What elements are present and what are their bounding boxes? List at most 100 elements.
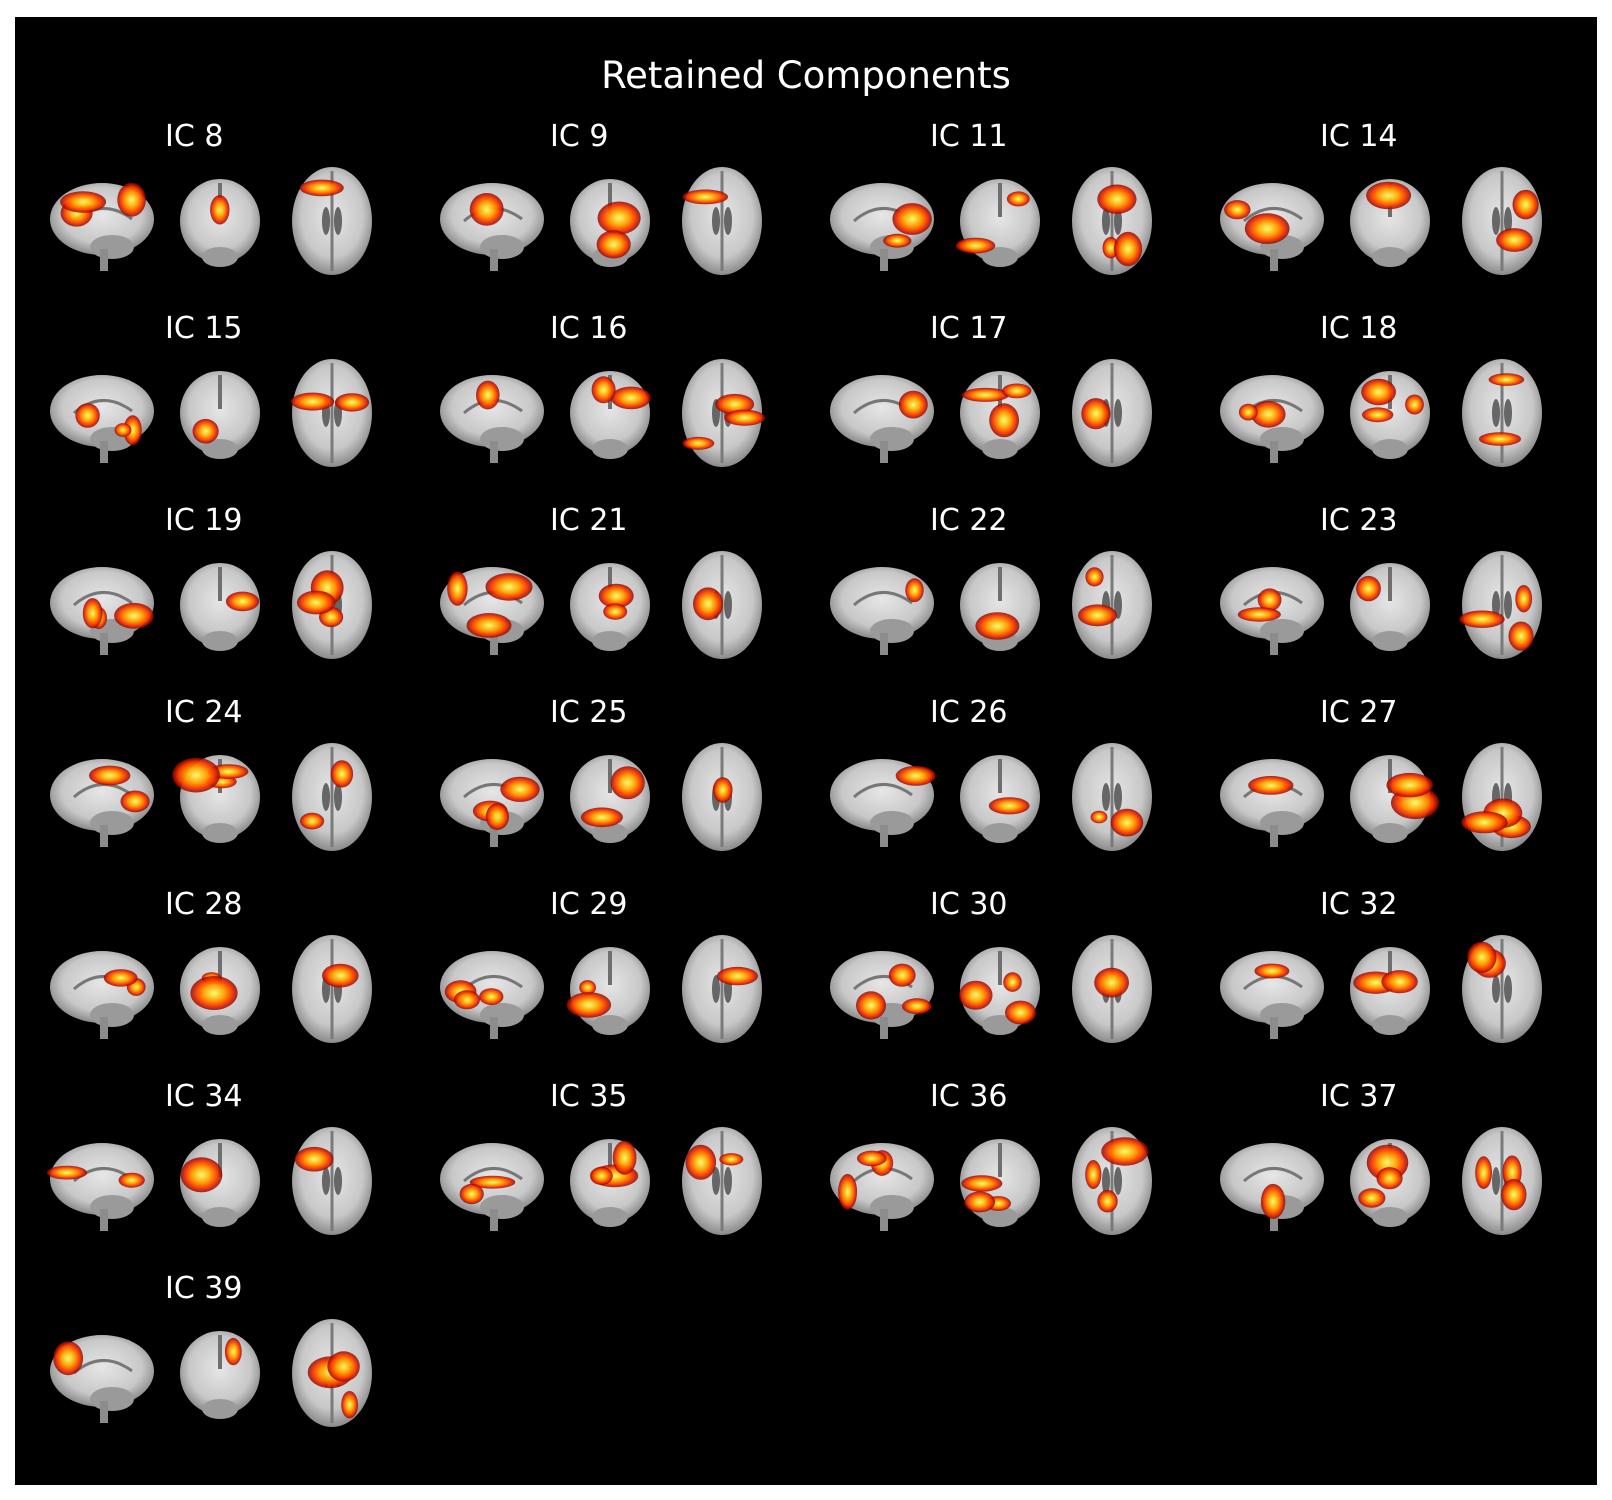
axial-slice	[290, 359, 372, 467]
coronal-slice	[570, 179, 650, 267]
activation-blob	[117, 182, 146, 217]
activation-blob	[1097, 184, 1137, 214]
activation-blob	[300, 812, 325, 830]
activation-blob	[123, 415, 142, 446]
activation-blob	[180, 1157, 223, 1193]
activation-blob	[334, 393, 370, 412]
brain-slices	[46, 1127, 372, 1235]
activation-blob	[902, 998, 932, 1015]
activation-blob	[1501, 1178, 1527, 1211]
activation-blob	[459, 1183, 484, 1205]
brain-slices	[830, 551, 1152, 659]
coronal-slice	[180, 947, 260, 1035]
activation-blob	[682, 436, 715, 450]
activation-blob	[685, 1144, 717, 1180]
activation-blob	[190, 976, 238, 1010]
coronal-slice	[960, 563, 1040, 651]
component-panel: IC 23	[1210, 501, 1600, 691]
coronal-slice	[1350, 371, 1430, 459]
activation-blob	[961, 1175, 1003, 1192]
component-panel: IC 36	[820, 1077, 1210, 1267]
activation-blob	[596, 230, 631, 259]
activation-blob	[1251, 400, 1286, 428]
coronal-slice	[955, 179, 1040, 267]
component-panel: IC 28	[40, 885, 430, 1075]
component-label: IC 25	[550, 695, 628, 730]
component-label: IC 29	[550, 887, 628, 922]
activation-blob	[330, 760, 354, 788]
activation-blob	[89, 765, 131, 786]
component-label: IC 39	[165, 1271, 243, 1306]
axial-slice	[292, 167, 372, 275]
axial-slice	[1072, 935, 1152, 1043]
coronal-slice	[180, 1331, 260, 1419]
brain-slices	[440, 359, 765, 467]
brain-slices	[1220, 167, 1542, 275]
activation-blob	[1478, 432, 1522, 446]
axial-slice	[682, 935, 762, 1043]
sagittal-slice	[440, 951, 544, 1039]
activation-blob	[580, 807, 623, 828]
activation-blob	[1467, 941, 1497, 973]
activation-blob	[888, 963, 916, 987]
coronal-slice	[570, 755, 650, 843]
sagittal-slice	[830, 567, 934, 655]
activation-blob	[1260, 1183, 1286, 1219]
coronal-slice	[960, 371, 1040, 459]
component-label: IC 22	[930, 503, 1008, 538]
activation-blob	[1085, 1160, 1102, 1189]
activation-blob	[1085, 567, 1104, 587]
axial-slice	[292, 743, 372, 851]
coronal-slice	[180, 1139, 260, 1227]
activation-blob	[1078, 604, 1117, 627]
component-label: IC 37	[1320, 1079, 1398, 1114]
activation-blob	[327, 1351, 360, 1382]
activation-blob	[1097, 1189, 1118, 1213]
axial-slice	[292, 551, 372, 659]
sagittal-slice	[1220, 375, 1324, 463]
coronal-slice	[180, 563, 260, 651]
coronal-slice	[180, 179, 260, 267]
activation-blob	[1090, 810, 1108, 824]
activation-blob	[988, 797, 1030, 815]
component-panel: IC 21	[430, 501, 820, 691]
activation-blob	[1003, 972, 1022, 992]
component-label: IC 14	[1320, 119, 1398, 154]
activation-blob	[1361, 378, 1396, 406]
activation-blob	[296, 590, 336, 615]
coronal-slice	[1350, 947, 1430, 1035]
activation-blob	[1362, 407, 1394, 423]
coronal-slice	[566, 947, 650, 1035]
activation-blob	[857, 1150, 887, 1167]
brain-slices	[1220, 935, 1542, 1043]
axial-slice	[292, 1127, 372, 1235]
activation-blob	[964, 1191, 996, 1213]
activation-blob	[53, 1341, 84, 1376]
activation-blob	[892, 203, 932, 235]
component-panel: IC 32	[1210, 885, 1600, 1075]
axial-slice	[682, 359, 765, 467]
activation-blob	[118, 1172, 145, 1188]
activation-blob	[1381, 970, 1418, 994]
activation-blob	[955, 237, 996, 254]
brain-slices	[50, 935, 372, 1043]
axial-slice	[682, 167, 762, 275]
activation-blob	[447, 571, 468, 606]
component-panel: IC 11	[820, 117, 1210, 307]
activation-blob	[485, 573, 533, 601]
component-label: IC 11	[930, 119, 1008, 154]
activation-blob	[341, 1391, 358, 1419]
component-panel: IC 17	[820, 309, 1210, 499]
sagittal-slice	[440, 375, 544, 463]
sagittal-slice	[830, 951, 934, 1039]
component-label: IC 19	[165, 503, 243, 538]
component-label: IC 18	[1320, 311, 1398, 346]
activation-blob	[1488, 373, 1525, 386]
component-label: IC 8	[165, 119, 224, 154]
activation-blob	[603, 603, 628, 620]
sagittal-slice	[1220, 567, 1324, 655]
activation-blob	[469, 1175, 516, 1189]
coronal-slice	[1350, 179, 1430, 267]
coronal-slice	[570, 563, 650, 651]
brain-slices	[830, 1127, 1152, 1235]
